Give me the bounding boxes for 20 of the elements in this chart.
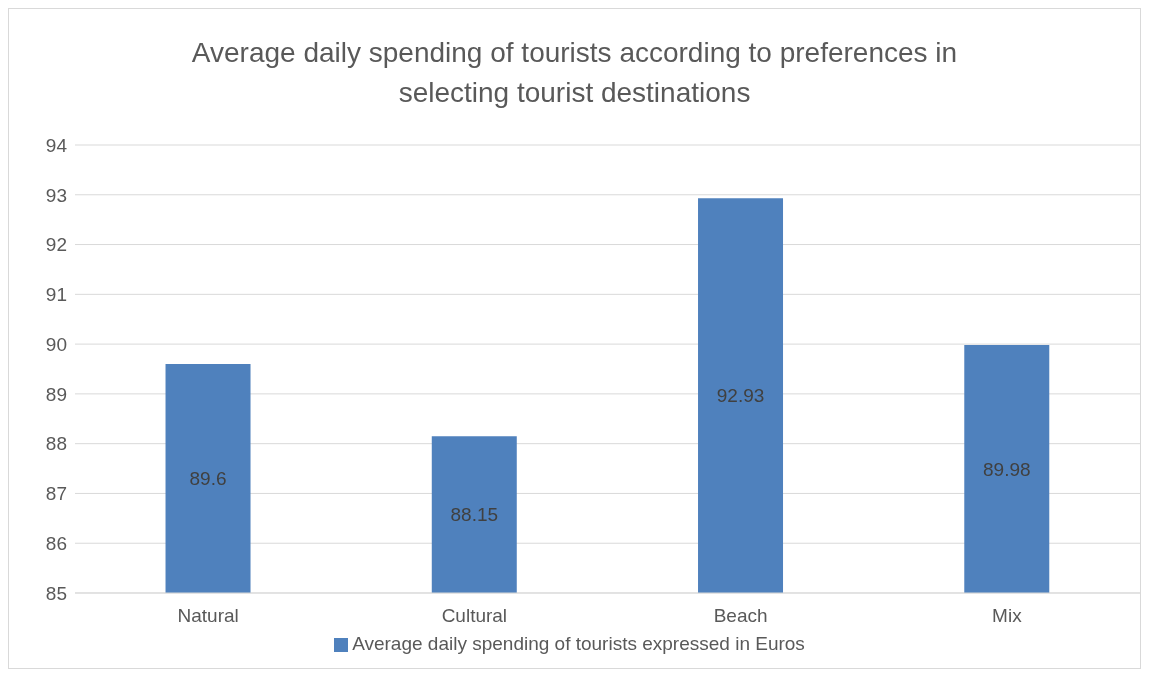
- legend-label: Average daily spending of tourists expressed in Euros: [352, 633, 805, 654]
- y-tick-label: 94: [45, 134, 68, 156]
- y-tick-label: 87: [45, 483, 67, 505]
- y-tick-label: 90: [45, 333, 67, 355]
- y-tick-label: 92: [45, 234, 67, 256]
- data-label: 89.6: [189, 468, 227, 490]
- y-tick-label: 89: [45, 383, 67, 405]
- y-tick-label: 93: [45, 184, 67, 206]
- data-label: 89.98: [983, 458, 1031, 480]
- data-label: 92.93: [716, 385, 765, 407]
- x-tick-label: Cultural: [441, 605, 508, 627]
- y-tick-label: 91: [45, 284, 67, 306]
- x-tick-label: Natural: [177, 605, 239, 627]
- chart-title: Average daily spending of tourists according to preferences in selecting tourist destinations: [190, 36, 959, 110]
- x-tick-label: Beach: [713, 605, 768, 627]
- data-label: 88.15: [450, 504, 499, 526]
- x-tick-label: Mix: [992, 605, 1023, 627]
- y-tick-label: 88: [45, 433, 67, 455]
- y-tick-label: 86: [45, 532, 67, 554]
- y-tick-label: 85: [45, 582, 67, 604]
